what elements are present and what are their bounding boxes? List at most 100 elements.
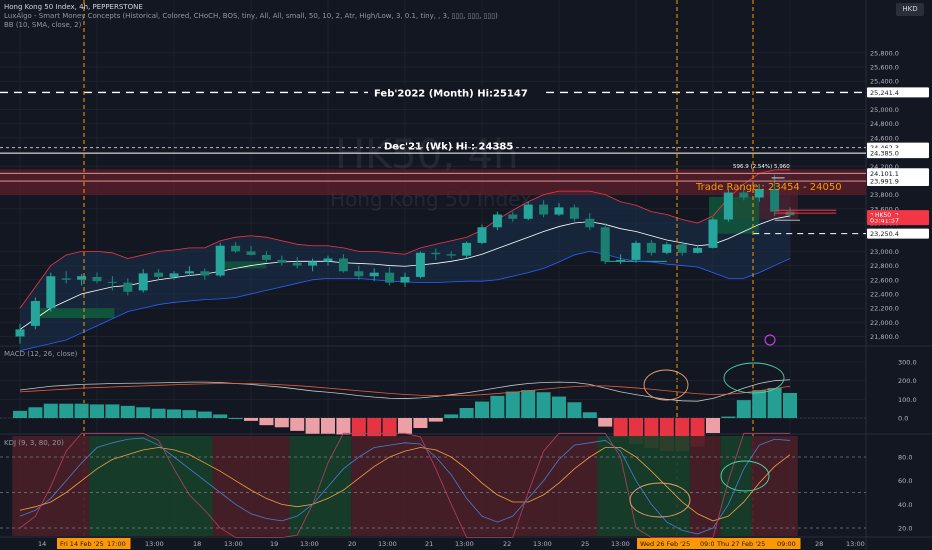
price-tick-label: 24,800.0 bbox=[870, 120, 899, 128]
macd-tick-label: 200.0 bbox=[898, 377, 917, 385]
symbol-tag-badge bbox=[873, 210, 893, 220]
candle-body bbox=[15, 329, 25, 337]
macd-histogram-bar bbox=[413, 418, 428, 429]
bb-upper-band bbox=[19, 169, 790, 309]
time-tick-label: 13:00 bbox=[455, 540, 474, 548]
macd-histogram-bar bbox=[290, 418, 305, 431]
candle-body bbox=[200, 271, 210, 276]
price-tick-label: 24,200.0 bbox=[870, 163, 899, 171]
currency-button[interactable]: HKD bbox=[896, 3, 924, 16]
candle-body bbox=[138, 273, 148, 291]
candle-body bbox=[646, 242, 656, 253]
kdj-tick-label: 60.0 bbox=[898, 477, 912, 485]
macd-histogram-bar bbox=[706, 418, 720, 434]
candle-body bbox=[508, 214, 518, 219]
macd-histogram-bar bbox=[274, 418, 289, 428]
macd-histogram-bar bbox=[490, 395, 505, 418]
dec21-label: Dec'21 (Wk) Hi : 24385 bbox=[384, 142, 513, 153]
price-label-badge bbox=[867, 176, 929, 187]
macd-histogram-bar bbox=[197, 411, 212, 418]
macd-histogram-bar bbox=[213, 414, 228, 418]
time-tick-label: 13:00 bbox=[224, 540, 243, 548]
candle-body bbox=[369, 272, 379, 277]
time-label-highlight bbox=[104, 538, 131, 549]
time-label-highlight bbox=[637, 538, 701, 549]
macd-histogram-bar bbox=[752, 390, 767, 418]
candle-body bbox=[631, 242, 641, 260]
price-tick-label: 23,000.0 bbox=[870, 248, 899, 256]
macd-histogram-bar bbox=[321, 418, 335, 434]
macd-histogram-bar bbox=[398, 418, 412, 434]
macd-histogram-bar bbox=[305, 418, 320, 434]
time-tick-label: 28 bbox=[815, 540, 823, 548]
kdj-signal-band bbox=[89, 436, 213, 536]
time-tick-label: 22 bbox=[503, 540, 511, 548]
macd-histogram-bar bbox=[475, 401, 489, 418]
kdj-signal-band bbox=[212, 436, 290, 536]
candle-body bbox=[169, 273, 179, 277]
macd-histogram-bar bbox=[382, 418, 397, 437]
time-tick-label: 25 bbox=[581, 540, 589, 548]
candle-body bbox=[554, 207, 564, 215]
kdj-j-line bbox=[19, 432, 790, 538]
kdj-annotation-circle bbox=[629, 482, 691, 518]
kdj-k-line bbox=[19, 437, 791, 535]
bb-legend[interactable]: BB (10, SMA, close, 2) bbox=[4, 21, 82, 29]
time-tick-label: 09:00 bbox=[700, 540, 719, 548]
time-tick-label: 17:00 bbox=[107, 540, 126, 548]
price-tick-label: 22,200.0 bbox=[870, 305, 899, 313]
macd-tick-label: 300.0 bbox=[898, 359, 917, 367]
candle-body bbox=[338, 258, 348, 272]
candle-body bbox=[492, 214, 502, 228]
time-tick-label: 13:00 bbox=[611, 540, 630, 548]
price-tick-label: 24,600.0 bbox=[870, 134, 899, 142]
candle-body bbox=[46, 276, 56, 309]
time-tick-label: 13:00 bbox=[378, 540, 397, 548]
time-tick-label: Thu 27 Feb '25 bbox=[716, 540, 765, 548]
price-label-badge bbox=[867, 148, 929, 159]
macd-histogram-bar bbox=[505, 391, 520, 418]
time-label-highlight bbox=[697, 538, 724, 549]
time-tick-label: 19 bbox=[270, 540, 278, 548]
time-tick-label: 18 bbox=[193, 540, 201, 548]
symbol-legend[interactable]: Hong Kong 50 Index, 4h, PEPPERSTONE bbox=[4, 3, 143, 11]
macd-histogram-bar bbox=[13, 410, 27, 418]
macd-histogram-bar bbox=[43, 403, 58, 418]
luxalgo-legend[interactable]: LuxAlgo - Smart Money Concepts (Historic… bbox=[4, 12, 498, 20]
macd-histogram-bar bbox=[521, 390, 536, 418]
symbol-tag-label: HK50 bbox=[875, 212, 891, 219]
demand-zone-early bbox=[37, 308, 115, 319]
macd-histogram-bar bbox=[90, 404, 104, 418]
bb-fill bbox=[20, 169, 790, 351]
kdj-legend[interactable]: KDJ (9, 3, 80, 20) bbox=[4, 439, 64, 447]
candle-body bbox=[723, 192, 733, 220]
feb2022-label-bg bbox=[368, 85, 540, 99]
candle-body bbox=[77, 276, 87, 280]
candle-body bbox=[616, 259, 626, 262]
macd-legend[interactable]: MACD (12, 26, close) bbox=[4, 350, 78, 358]
candle-body bbox=[323, 258, 333, 262]
candle-body bbox=[569, 207, 579, 219]
price-label-text: 24,101.1 bbox=[870, 170, 899, 178]
price-tick-label: 22,400.0 bbox=[870, 290, 899, 298]
candle-body bbox=[523, 204, 533, 219]
time-tick-label: 13:00 bbox=[300, 540, 319, 548]
price-label-text: 24,385.0 bbox=[870, 150, 899, 158]
price-tick-label: 25,000.0 bbox=[870, 106, 899, 114]
kdj-annotation-circle bbox=[720, 460, 770, 492]
price-tick-label: 25,600.0 bbox=[870, 64, 899, 72]
candle-body bbox=[431, 252, 441, 255]
bb-middle-band bbox=[19, 215, 791, 330]
macd-histogram-bar bbox=[567, 402, 582, 418]
feb2022-label: Feb'2022 (Month) Hi:25147 bbox=[374, 88, 528, 99]
macd-histogram-bar bbox=[259, 418, 274, 426]
kdj-signal-band bbox=[689, 436, 721, 536]
price-label-badge bbox=[867, 228, 929, 239]
candle-body bbox=[415, 252, 425, 277]
time-tick-label: 09:00 bbox=[777, 540, 796, 548]
macd-histogram-bar bbox=[428, 418, 443, 422]
macd-histogram-bar bbox=[444, 414, 459, 418]
kdj-signal-band bbox=[751, 436, 798, 536]
macd-histogram-bar bbox=[736, 400, 751, 418]
